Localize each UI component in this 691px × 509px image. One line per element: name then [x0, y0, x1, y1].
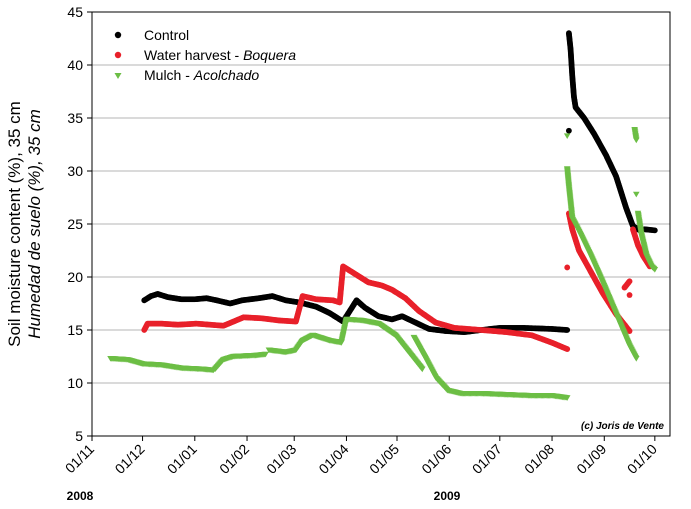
x-tick-label: 01/11 [62, 441, 98, 477]
legend-label-water-harvest: Water harvest - Boquera [144, 47, 296, 63]
y-axis-label: Soil moisture content (%), 35 cm [5, 101, 24, 347]
y-axis: 5 10 15 20 25 30 35 40 45 [67, 4, 92, 444]
legend-item-water-harvest: Water harvest - Boquera [114, 47, 296, 63]
legend-item-control: Control [114, 27, 189, 43]
legend-label-water-harvest-en: Water harvest - [144, 47, 243, 63]
x-axis: 01/11 01/12 01/01 01/02 01/03 01/04 01/05 01/06… [62, 436, 660, 477]
x-tick-label: 01/06 [418, 441, 454, 477]
data-point [564, 264, 571, 271]
y-axis-label-spanish: Humedad de suelo (%), 35 cm [25, 109, 44, 339]
y-tick-label: 10 [67, 375, 83, 391]
data-point [626, 278, 633, 285]
x-tick-label: 01/08 [521, 441, 557, 477]
x-tick-label: 01/03 [263, 441, 299, 477]
series-0 [141, 30, 658, 336]
legend-marker-control [114, 31, 122, 39]
y-tick-label: 25 [67, 216, 83, 232]
year-label-2009: 2009 [434, 489, 461, 503]
data-point [563, 133, 571, 140]
legend-item-mulch: Mulch - Acolchado [114, 67, 259, 83]
copyright-note: (c) Joris de Vente [581, 421, 664, 432]
y-tick-label: 30 [67, 163, 83, 179]
data-point [651, 227, 658, 234]
legend-label-mulch: Mulch - Acolchado [144, 67, 259, 83]
y-tick-label: 20 [67, 269, 83, 285]
y-tick-label: 40 [67, 57, 83, 73]
legend-marker-mulch [114, 73, 122, 79]
x-tick-label: 01/10 [624, 441, 660, 477]
data-point [564, 327, 571, 333]
x-tick-label: 01/09 [573, 441, 609, 477]
data-point [632, 356, 640, 362]
data-point [626, 328, 633, 334]
x-tick-label: 01/04 [315, 441, 351, 477]
data-point [626, 292, 633, 298]
legend-marker-water-harvest [114, 51, 122, 59]
x-tick-label: 01/07 [469, 441, 505, 477]
x-tick-label: 01/02 [216, 441, 252, 477]
legend-label-control: Control [144, 27, 189, 43]
series-1 [141, 210, 653, 352]
y-tick-label: 15 [67, 322, 83, 338]
data-point [418, 366, 426, 373]
data-point [262, 351, 269, 358]
data-point [632, 137, 640, 144]
x-tick-label: 01/05 [366, 441, 402, 477]
legend-label-water-harvest-es: Boquera [243, 47, 296, 63]
legend-label-mulch-es: Acolchado [193, 67, 260, 83]
y-tick-label: 35 [67, 110, 83, 126]
data-point [632, 191, 640, 198]
gridlines [92, 64, 670, 384]
data-point [651, 266, 659, 273]
year-label-2008: 2008 [67, 489, 94, 503]
y-tick-label: 5 [75, 428, 83, 444]
data-point [563, 395, 571, 401]
legend: Control Water harvest - Boquera Mulch - … [114, 27, 296, 83]
series-2 [107, 127, 659, 401]
series-layer [107, 30, 659, 401]
y-tick-label: 45 [67, 4, 83, 20]
data-point [565, 127, 572, 134]
x-tick-label: 01/01 [164, 441, 200, 477]
legend-label-mulch-en: Mulch - [144, 67, 194, 83]
x-tick-label: 01/12 [112, 441, 148, 477]
data-point [564, 346, 571, 352]
